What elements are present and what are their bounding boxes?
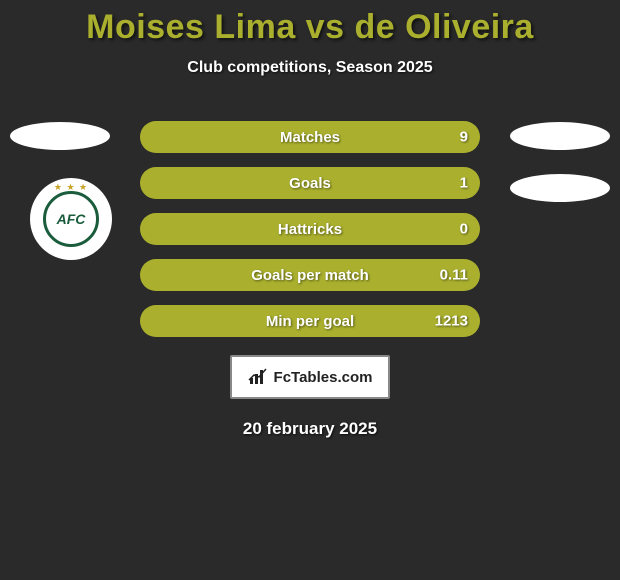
chart-icon [248,368,270,386]
stat-value: 0.11 [440,267,468,284]
page-title: Moises Lima vs de Oliveira [0,8,620,47]
badge-stars: ★ ★ ★ [54,182,88,193]
stat-label: Hattricks [278,221,342,238]
player-right-placeholder-2 [510,174,610,202]
stat-value: 1213 [435,313,468,330]
stat-label: Min per goal [266,313,354,330]
page-subtitle: Club competitions, Season 2025 [0,59,620,77]
stat-row-mpg: Min per goal 1213 [140,305,480,337]
stat-label: Goals per match [251,267,369,284]
date-label: 20 february 2025 [0,419,620,439]
club-badge-inner: ★ ★ ★ AFC [43,191,99,247]
badge-text: AFC [57,211,86,227]
player-left-placeholder [10,122,110,150]
stat-label: Goals [289,175,331,192]
fctables-logo[interactable]: FcTables.com [230,355,390,399]
stat-label: Matches [280,129,340,146]
stat-value: 1 [460,175,468,192]
stat-value: 9 [460,129,468,146]
logo-text: FcTables.com [274,369,373,386]
stat-row-goals: Goals 1 [140,167,480,199]
player-right-placeholder-1 [510,122,610,150]
stat-row-gpm: Goals per match 0.11 [140,259,480,291]
stat-row-hattricks: Hattricks 0 [140,213,480,245]
stat-row-matches: Matches 9 [140,121,480,153]
stat-value: 0 [460,221,468,238]
club-badge: ★ ★ ★ AFC [30,178,112,260]
